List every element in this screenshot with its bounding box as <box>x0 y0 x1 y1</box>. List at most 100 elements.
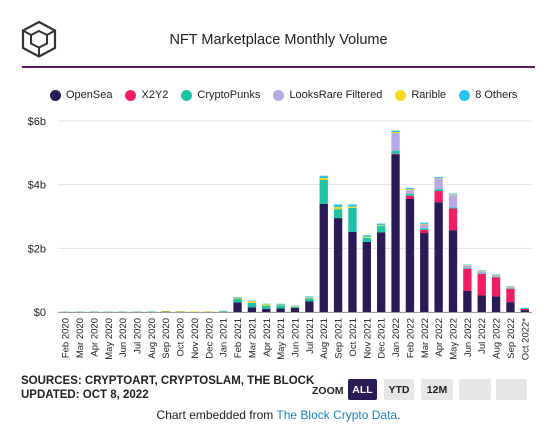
bar-segment[interactable] <box>377 232 386 312</box>
bar-segment[interactable] <box>333 206 343 210</box>
bar-segment[interactable] <box>463 265 472 269</box>
bar-segment[interactable] <box>405 189 415 191</box>
bar-segment[interactable] <box>405 190 415 194</box>
bar-segment[interactable] <box>391 150 400 154</box>
legend-item[interactable]: CryptoPunks <box>181 89 260 101</box>
bar-segment[interactable] <box>506 286 515 288</box>
bar-segment[interactable] <box>491 296 501 312</box>
bar-segment[interactable] <box>147 311 156 313</box>
legend-item[interactable]: OpenSea <box>50 89 112 101</box>
bar-segment[interactable] <box>247 301 257 303</box>
bar-segment[interactable] <box>377 225 386 227</box>
bar-segment[interactable] <box>448 230 458 312</box>
bar-segment[interactable] <box>262 304 271 306</box>
bar-segment[interactable] <box>420 223 429 225</box>
bar-segment[interactable] <box>420 229 429 234</box>
bar-segment[interactable] <box>491 275 501 277</box>
bar-segment[interactable] <box>305 301 314 312</box>
bar-segment[interactable] <box>348 204 357 207</box>
bar-segment[interactable] <box>276 308 285 312</box>
bar-segment[interactable] <box>362 241 371 312</box>
bar-segment[interactable] <box>305 297 314 299</box>
legend-item[interactable]: Rarible <box>395 89 446 101</box>
bar-segment[interactable] <box>319 179 328 204</box>
bar-segment[interactable] <box>305 298 314 302</box>
bar-segment[interactable] <box>219 311 228 312</box>
bar-segment[interactable] <box>348 207 357 232</box>
bar-segment[interactable] <box>233 302 242 312</box>
bar-segment[interactable] <box>491 275 501 276</box>
bar-segment[interactable] <box>420 228 429 230</box>
bar-segment[interactable] <box>520 310 529 312</box>
bar-segment[interactable] <box>319 177 328 180</box>
bar-segment[interactable] <box>305 296 314 298</box>
bar-segment[interactable] <box>434 202 443 312</box>
bar-segment[interactable] <box>204 311 213 312</box>
bar-segment[interactable] <box>448 195 458 208</box>
bar-segment[interactable] <box>319 203 328 312</box>
bar-segment[interactable] <box>362 235 371 237</box>
bar-segment[interactable] <box>477 270 486 272</box>
bar-segment[interactable] <box>262 305 271 309</box>
bar-segment[interactable] <box>391 133 400 151</box>
bar-segment[interactable] <box>233 298 242 303</box>
bar-segment[interactable] <box>276 303 285 305</box>
bar-segment[interactable] <box>377 226 386 233</box>
bar-segment[interactable] <box>506 287 515 289</box>
bar-segment[interactable] <box>233 297 242 299</box>
bar-segment[interactable] <box>391 132 400 134</box>
bar-segment[interactable] <box>362 237 371 242</box>
bar-segment[interactable] <box>405 187 415 190</box>
zoom-ytd-button[interactable]: YTD <box>384 379 414 400</box>
bar-segment[interactable] <box>477 271 486 274</box>
bar-segment[interactable] <box>448 193 458 195</box>
bar-segment[interactable] <box>405 198 415 312</box>
legend-item[interactable]: X2Y2 <box>125 89 168 101</box>
bar-segment[interactable] <box>448 207 458 209</box>
bar-segment[interactable] <box>491 274 501 276</box>
bar-segment[interactable] <box>520 308 529 309</box>
bar-segment[interactable] <box>219 311 228 313</box>
bar-segment[interactable] <box>434 178 443 179</box>
bar-segment[interactable] <box>463 268 472 269</box>
bar-segment[interactable] <box>420 233 429 312</box>
bar-segment[interactable] <box>477 273 486 296</box>
bar-segment[interactable] <box>463 265 472 266</box>
bar-segment[interactable] <box>506 288 515 303</box>
bar-segment[interactable] <box>348 206 357 208</box>
bar-segment[interactable] <box>190 311 199 313</box>
legend-item[interactable]: LooksRare Filtered <box>273 89 382 101</box>
zoom-extra-button[interactable] <box>459 379 491 400</box>
bar-segment[interactable] <box>434 177 443 179</box>
bar-segment[interactable] <box>290 306 300 308</box>
bar-segment[interactable] <box>477 270 486 271</box>
bar-segment[interactable] <box>319 175 328 178</box>
bar-segment[interactable] <box>290 305 300 307</box>
bar-segment[interactable] <box>391 130 400 133</box>
bar-segment[interactable] <box>391 153 400 155</box>
bar-segment[interactable] <box>463 290 472 312</box>
bar-segment[interactable] <box>377 223 386 226</box>
bar-segment[interactable] <box>477 273 486 274</box>
bar-segment[interactable] <box>175 311 185 312</box>
bar-segment[interactable] <box>520 308 529 311</box>
bar-segment[interactable] <box>276 305 285 309</box>
bar-segment[interactable] <box>506 286 515 287</box>
bar-segment[interactable] <box>434 191 443 203</box>
bar-segment[interactable] <box>491 277 501 297</box>
zoom-extra-button-2[interactable] <box>496 379 527 400</box>
bar-segment[interactable] <box>463 268 472 291</box>
bar-segment[interactable] <box>262 308 271 312</box>
bar-segment[interactable] <box>506 302 515 312</box>
bar-segment[interactable] <box>477 295 486 312</box>
bar-segment[interactable] <box>463 264 472 266</box>
bar-segment[interactable] <box>420 222 429 224</box>
bar-segment[interactable] <box>405 193 415 196</box>
bar-segment[interactable] <box>420 224 429 229</box>
zoom-12m-button[interactable]: 12M <box>421 379 453 400</box>
bar-segment[interactable] <box>405 195 415 199</box>
bar-segment[interactable] <box>448 208 458 231</box>
bar-segment[interactable] <box>247 307 257 312</box>
bar-segment[interactable] <box>434 178 443 190</box>
bar-segment[interactable] <box>391 154 400 312</box>
